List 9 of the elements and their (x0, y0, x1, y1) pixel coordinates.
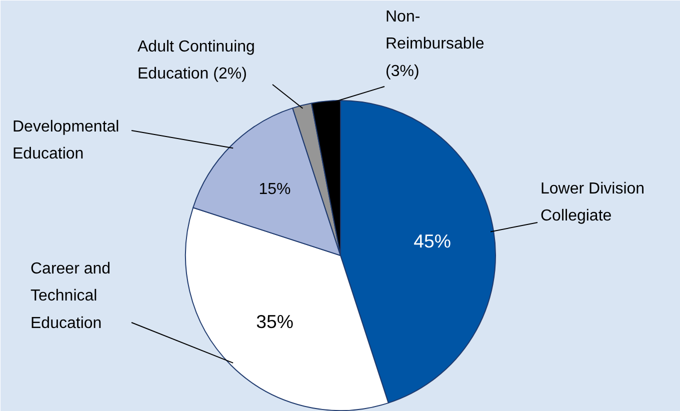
slice-label: Non-Reimbursable (386, 8, 484, 53)
slice-label: Lower Division Collegiate (540, 180, 645, 225)
slice-label: Adult Continuing Education (2%) (138, 38, 255, 83)
slice-label: Developmental Education (12, 118, 120, 163)
data-label: 45% (414, 230, 452, 252)
data-label: 35% (256, 310, 294, 332)
data-label: (3%) (386, 62, 420, 80)
data-label: 15% (258, 181, 291, 198)
slice-label: Career and Technical Education (30, 260, 111, 332)
